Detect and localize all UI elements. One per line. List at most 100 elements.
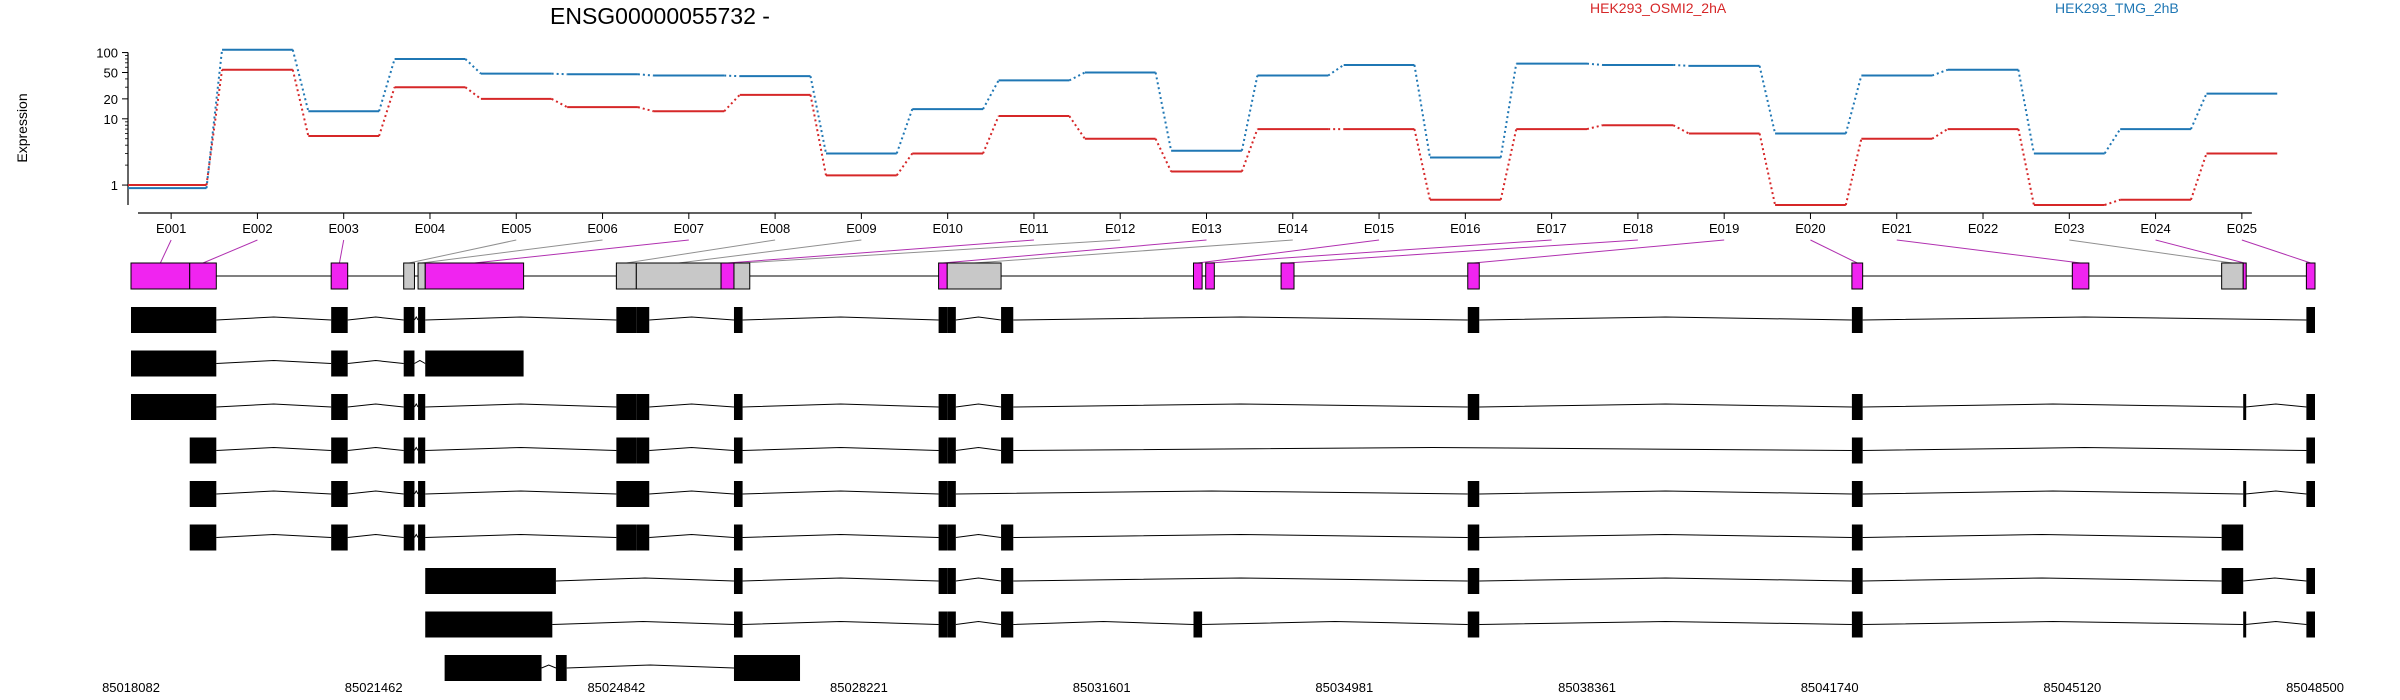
transcript-exon — [1467, 481, 1480, 507]
transcript-exon — [733, 437, 743, 464]
exon-bin-E018 — [2071, 262, 2090, 290]
series-transition — [1413, 128, 1431, 200]
transcript-exon — [1193, 611, 1203, 638]
intron-line — [955, 446, 1002, 451]
transcript-exon — [1467, 394, 1480, 420]
transcript-exon — [2306, 307, 2315, 333]
transcript-exon — [1851, 437, 1863, 464]
exon-tick-label: E003 — [329, 221, 359, 236]
series-transition — [464, 86, 482, 100]
transcript-exon — [636, 394, 650, 420]
transcript-exon — [418, 481, 426, 507]
exon-connector — [626, 239, 776, 264]
series-transition — [2103, 128, 2122, 154]
intron-line — [1862, 490, 2244, 495]
exon-connectors — [159, 239, 2311, 264]
transcript-exon — [938, 611, 948, 638]
transcript-exon — [938, 481, 948, 507]
intron-line — [649, 316, 735, 321]
series-transition — [551, 97, 568, 109]
transcript-exon — [418, 307, 426, 333]
exon-bin-E001 — [130, 262, 191, 290]
transcript-exon — [403, 524, 415, 551]
transcript-exon — [733, 568, 743, 594]
series-transition — [1672, 124, 1690, 135]
exon-tick-label: E010 — [932, 221, 962, 236]
gene-model-track — [130, 262, 2316, 290]
y-tick-label: 50 — [104, 65, 118, 80]
series-transition — [809, 75, 827, 154]
transcript-3 — [131, 394, 2315, 420]
transcript-exon — [189, 437, 217, 464]
intron-line — [742, 577, 939, 582]
exon-bin-E003 — [330, 262, 349, 290]
exon-connector — [741, 239, 1121, 264]
transcript-exon — [616, 307, 637, 333]
intron-line — [649, 533, 735, 538]
intron-line — [955, 577, 1002, 582]
exon-bin-E011 — [938, 262, 948, 290]
transcript-exon — [616, 524, 637, 551]
intron-line — [216, 490, 332, 495]
series-transition — [378, 86, 396, 137]
transcript-exon — [2306, 481, 2315, 507]
transcript-exon — [331, 307, 348, 333]
transcript-exon — [2306, 437, 2315, 464]
intron-line — [414, 403, 419, 408]
transcript-exon — [938, 524, 948, 551]
exon-tick-label: E009 — [846, 221, 876, 236]
transcript-exon — [2306, 568, 2315, 594]
exon-tick-label: E013 — [1191, 221, 1221, 236]
transcript-exon — [947, 524, 956, 551]
transcript-1 — [131, 307, 2315, 333]
transcript-exon — [616, 481, 650, 507]
series-transition — [2104, 198, 2121, 206]
exon-bin-E006 — [424, 262, 525, 290]
genome-tick-label: 85031601 — [1073, 680, 1131, 695]
exon-bin-E009 — [720, 262, 735, 290]
series-transition — [1154, 138, 1173, 172]
series-transition — [1499, 128, 1518, 200]
intron-line — [566, 664, 734, 669]
intron-line — [742, 316, 939, 321]
transcript-exon — [131, 394, 217, 420]
intron-line — [955, 533, 1002, 538]
exon-connector — [942, 239, 1207, 264]
transcript-exon — [331, 350, 348, 377]
transcript-exon — [403, 481, 415, 507]
series-transition — [1240, 75, 1259, 151]
transcript-exon — [1851, 394, 1863, 420]
y-tick-label: 20 — [104, 92, 118, 107]
exon-connector — [727, 239, 1034, 264]
y-axis-label: Expression — [14, 93, 30, 162]
intron-line — [1013, 403, 1468, 408]
series-transition — [723, 94, 741, 112]
series-transition — [1931, 68, 1948, 77]
transcript-tracks — [131, 307, 2315, 681]
transcript-exon — [418, 394, 426, 420]
exon-tick-label: E001 — [156, 221, 186, 236]
intron-line — [425, 403, 617, 408]
intron-line — [1479, 620, 1852, 625]
intron-line — [649, 490, 735, 495]
genome-tick-label: 85034981 — [1315, 680, 1373, 695]
transcript-exon — [636, 437, 650, 464]
intron-line — [742, 620, 939, 625]
transcript-exon — [2243, 481, 2247, 507]
transcript-exon — [1851, 611, 1863, 638]
intron-line — [216, 359, 332, 364]
transcript-exon — [1001, 524, 1014, 551]
series-transition — [1844, 75, 1863, 134]
expression-series — [128, 48, 2278, 206]
intron-line — [347, 533, 404, 538]
exon-connector — [1896, 239, 2081, 264]
exon-connector — [1287, 239, 1638, 264]
transcript-exon — [131, 350, 217, 377]
exon-tick-label: E007 — [674, 221, 704, 236]
intron-line — [1862, 446, 2307, 451]
intron-line — [414, 533, 419, 538]
series-transition — [205, 69, 224, 186]
exon-tick-label: E005 — [501, 221, 531, 236]
intron-line — [347, 403, 404, 408]
intron-line — [955, 620, 1002, 625]
